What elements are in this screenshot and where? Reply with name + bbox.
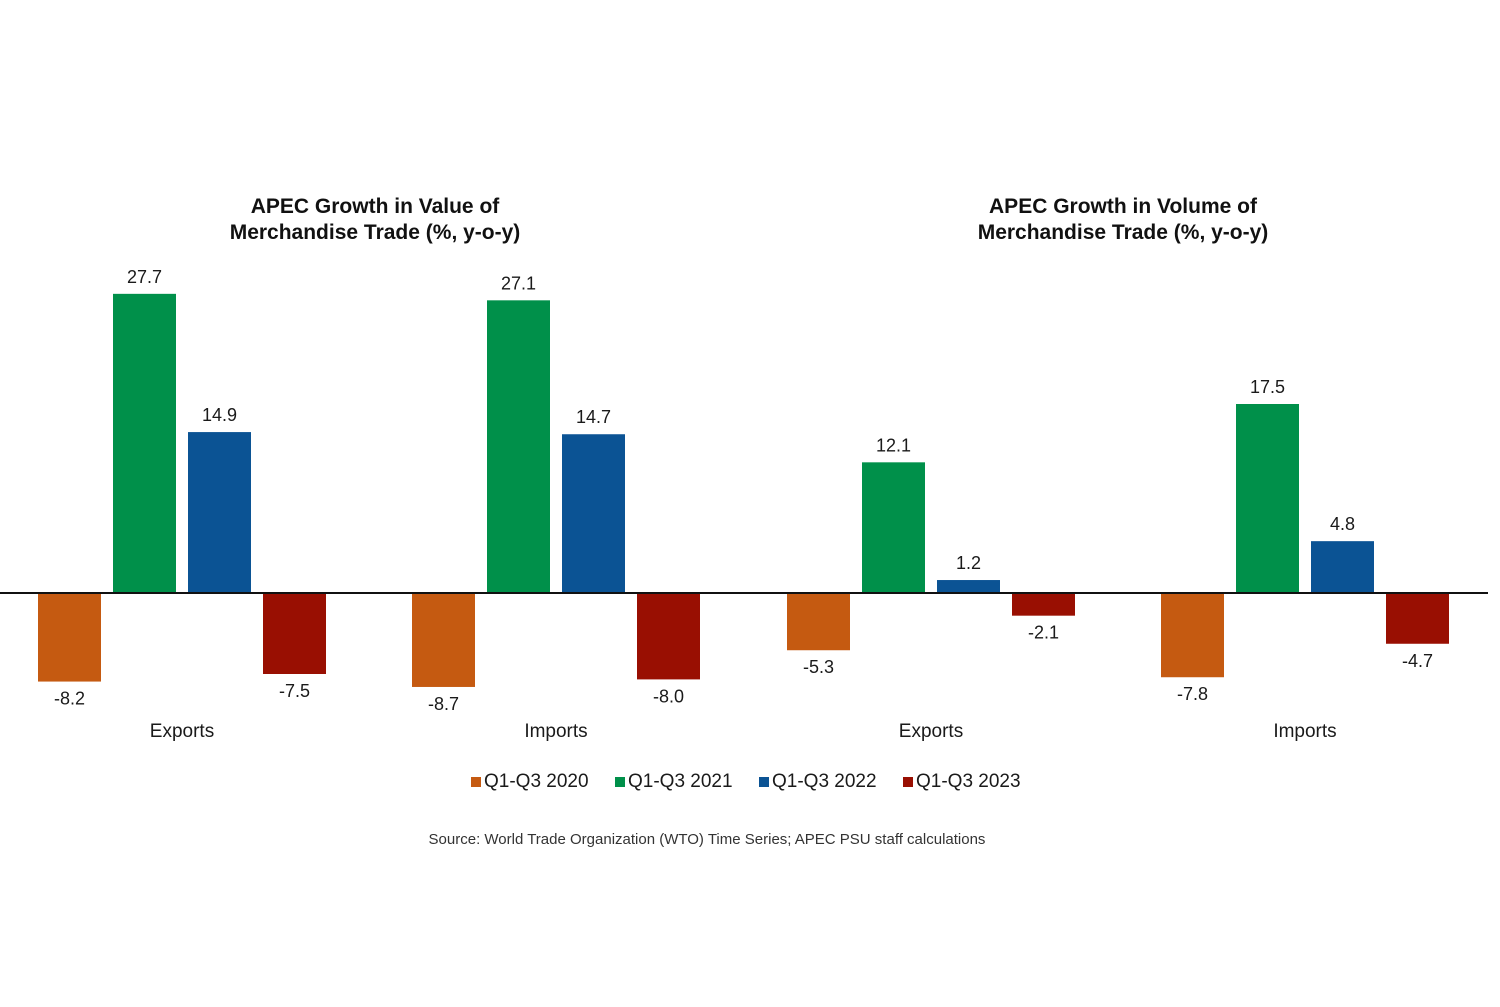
bar-panel-2-imports-q1-q3-2021 bbox=[1236, 404, 1299, 593]
category-label-panel-1-imports: Imports bbox=[524, 721, 587, 742]
data-label-panel-1-exports-q1-q3-2020: -8.2 bbox=[54, 689, 85, 709]
legend-item-q1-q3-2023: Q1-Q3 2023 bbox=[903, 771, 1021, 792]
data-label-panel-2-exports-q1-q3-2022: 1.2 bbox=[956, 553, 981, 573]
bar-panel-1-exports-q1-q3-2020 bbox=[38, 593, 101, 682]
bar-panel-1-exports-q1-q3-2023 bbox=[263, 593, 326, 674]
legend: Q1-Q3 2020 Q1-Q3 2021 Q1-Q3 2022 Q1-Q3 2023 bbox=[471, 771, 1021, 792]
panel-2-title-line-2: Merchandise Trade (%, y-o-y) bbox=[978, 221, 1269, 244]
bar-panel-1-imports-q1-q3-2020 bbox=[412, 593, 475, 687]
legend-swatch-q1-q3-2020 bbox=[471, 777, 481, 787]
data-label-panel-1-imports-q1-q3-2021: 27.1 bbox=[501, 273, 536, 293]
bar-panel-1-exports-q1-q3-2022 bbox=[188, 432, 251, 593]
bar-panel-2-exports-q1-q3-2022 bbox=[937, 580, 1000, 593]
category-label-panel-2-imports: Imports bbox=[1273, 721, 1336, 742]
bar-panel-1-imports-q1-q3-2022 bbox=[562, 434, 625, 593]
data-label-panel-1-imports-q1-q3-2022: 14.7 bbox=[576, 407, 611, 427]
legend-label-q1-q3-2020: Q1-Q3 2020 bbox=[484, 771, 589, 792]
category-labels-layer: Exports Imports Exports Imports bbox=[150, 721, 1337, 742]
bar-panel-1-imports-q1-q3-2023 bbox=[637, 593, 700, 680]
bar-panel-2-exports-q1-q3-2021 bbox=[862, 462, 925, 593]
bar-panel-2-imports-q1-q3-2022 bbox=[1311, 541, 1374, 593]
legend-label-q1-q3-2023: Q1-Q3 2023 bbox=[916, 771, 1021, 792]
data-label-panel-2-exports-q1-q3-2021: 12.1 bbox=[876, 435, 911, 455]
data-label-panel-1-exports-q1-q3-2021: 27.7 bbox=[127, 267, 162, 287]
legend-label-q1-q3-2022: Q1-Q3 2022 bbox=[772, 771, 877, 792]
data-label-panel-2-exports-q1-q3-2023: -2.1 bbox=[1028, 623, 1059, 643]
bar-panel-2-imports-q1-q3-2023 bbox=[1386, 593, 1449, 644]
legend-item-q1-q3-2021: Q1-Q3 2021 bbox=[615, 771, 733, 792]
data-label-panel-1-exports-q1-q3-2023: -7.5 bbox=[279, 681, 310, 701]
legend-item-q1-q3-2020: Q1-Q3 2020 bbox=[471, 771, 589, 792]
panel-1-title-line-2: Merchandise Trade (%, y-o-y) bbox=[230, 221, 521, 244]
bar-panel-1-exports-q1-q3-2021 bbox=[113, 293, 176, 593]
bars-layer bbox=[38, 293, 1449, 687]
bar-panel-1-imports-q1-q3-2021 bbox=[487, 300, 550, 593]
data-label-panel-2-imports-q1-q3-2022: 4.8 bbox=[1330, 514, 1355, 534]
data-label-panel-1-imports-q1-q3-2023: -8.0 bbox=[653, 686, 684, 706]
source-note: Source: World Trade Organization (WTO) T… bbox=[429, 831, 986, 848]
panel-2-title-line-1: APEC Growth in Volume of bbox=[989, 195, 1258, 218]
legend-swatch-q1-q3-2022 bbox=[759, 777, 769, 787]
bar-panel-2-exports-q1-q3-2020 bbox=[787, 593, 850, 651]
legend-swatch-q1-q3-2021 bbox=[615, 777, 625, 787]
category-label-panel-1-exports: Exports bbox=[150, 721, 214, 742]
data-label-panel-2-exports-q1-q3-2020: -5.3 bbox=[803, 657, 834, 677]
value-labels-layer: -8.2 27.7 14.9 -7.5 -8.7 27.1 14.7 -8.0 -5.3 12.1… bbox=[54, 267, 1433, 714]
legend-swatch-q1-q3-2023 bbox=[903, 777, 913, 787]
legend-item-q1-q3-2022: Q1-Q3 2022 bbox=[759, 771, 877, 792]
data-label-panel-1-imports-q1-q3-2020: -8.7 bbox=[428, 694, 459, 714]
bar-panel-2-exports-q1-q3-2023 bbox=[1012, 593, 1075, 616]
titles-layer: APEC Growth in Value of Merchandise Trade… bbox=[230, 195, 1269, 244]
data-label-panel-1-exports-q1-q3-2022: 14.9 bbox=[202, 405, 237, 425]
panel-1-title-line-1: APEC Growth in Value of bbox=[251, 195, 501, 218]
bar-panel-2-imports-q1-q3-2020 bbox=[1161, 593, 1224, 678]
legend-label-q1-q3-2021: Q1-Q3 2021 bbox=[628, 771, 733, 792]
data-label-panel-2-imports-q1-q3-2021: 17.5 bbox=[1250, 377, 1285, 397]
data-label-panel-2-imports-q1-q3-2023: -4.7 bbox=[1402, 651, 1433, 671]
data-label-panel-2-imports-q1-q3-2020: -7.8 bbox=[1177, 684, 1208, 704]
category-label-panel-2-exports: Exports bbox=[899, 721, 963, 742]
